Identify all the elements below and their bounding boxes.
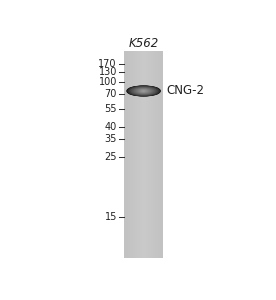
Bar bbox=[148, 51, 150, 258]
Bar bbox=[156, 51, 157, 258]
Text: 130: 130 bbox=[99, 67, 117, 77]
Bar bbox=[160, 51, 161, 258]
Bar bbox=[151, 51, 152, 258]
Bar bbox=[124, 51, 163, 258]
Bar bbox=[158, 51, 159, 258]
Bar bbox=[143, 51, 144, 258]
Ellipse shape bbox=[134, 88, 153, 94]
Ellipse shape bbox=[135, 88, 153, 94]
Text: 100: 100 bbox=[99, 77, 117, 87]
Text: 70: 70 bbox=[105, 89, 117, 99]
Ellipse shape bbox=[141, 90, 146, 92]
Bar bbox=[128, 51, 129, 258]
Ellipse shape bbox=[131, 87, 156, 94]
Bar bbox=[144, 51, 145, 258]
Bar bbox=[145, 51, 147, 258]
Ellipse shape bbox=[139, 90, 148, 92]
Ellipse shape bbox=[131, 87, 156, 95]
Bar bbox=[141, 51, 142, 258]
Ellipse shape bbox=[129, 87, 158, 95]
Bar bbox=[147, 51, 148, 258]
Ellipse shape bbox=[142, 91, 145, 92]
Ellipse shape bbox=[136, 88, 152, 93]
Text: 40: 40 bbox=[105, 122, 117, 132]
Bar bbox=[129, 51, 130, 258]
Ellipse shape bbox=[140, 90, 147, 92]
Bar bbox=[132, 51, 133, 258]
Ellipse shape bbox=[135, 88, 152, 94]
Ellipse shape bbox=[130, 87, 157, 95]
Text: K562: K562 bbox=[128, 37, 159, 50]
Text: 15: 15 bbox=[105, 212, 117, 222]
Ellipse shape bbox=[133, 88, 154, 94]
Bar bbox=[140, 51, 141, 258]
Ellipse shape bbox=[128, 86, 159, 96]
Bar bbox=[159, 51, 160, 258]
Bar bbox=[138, 51, 139, 258]
Bar bbox=[162, 51, 163, 258]
Ellipse shape bbox=[133, 88, 155, 94]
Ellipse shape bbox=[130, 87, 157, 95]
Ellipse shape bbox=[136, 89, 151, 93]
Bar bbox=[125, 51, 126, 258]
Bar bbox=[127, 51, 128, 258]
Bar bbox=[130, 51, 131, 258]
Text: 35: 35 bbox=[105, 134, 117, 144]
Ellipse shape bbox=[138, 89, 149, 93]
Ellipse shape bbox=[134, 88, 153, 94]
Bar bbox=[136, 51, 137, 258]
Ellipse shape bbox=[127, 86, 160, 96]
Bar bbox=[152, 51, 153, 258]
Ellipse shape bbox=[138, 89, 149, 92]
Bar bbox=[157, 51, 158, 258]
Bar bbox=[133, 51, 134, 258]
Ellipse shape bbox=[137, 89, 150, 93]
Bar bbox=[147, 51, 148, 258]
Bar bbox=[131, 51, 132, 258]
Bar bbox=[155, 51, 156, 258]
Ellipse shape bbox=[137, 89, 151, 93]
Ellipse shape bbox=[139, 90, 148, 92]
Bar bbox=[154, 51, 155, 258]
Bar bbox=[126, 51, 128, 258]
Ellipse shape bbox=[129, 87, 158, 95]
Bar bbox=[124, 51, 126, 258]
Bar bbox=[150, 51, 152, 258]
Bar bbox=[135, 51, 136, 258]
Bar bbox=[145, 51, 146, 258]
Ellipse shape bbox=[132, 88, 155, 94]
Bar bbox=[139, 51, 140, 258]
Ellipse shape bbox=[132, 88, 155, 94]
Bar bbox=[161, 51, 162, 258]
Ellipse shape bbox=[137, 89, 150, 93]
Text: 25: 25 bbox=[104, 152, 117, 162]
Text: 55: 55 bbox=[104, 104, 117, 114]
Ellipse shape bbox=[142, 90, 145, 92]
Bar bbox=[153, 51, 154, 258]
Ellipse shape bbox=[141, 90, 147, 92]
Bar bbox=[142, 51, 143, 258]
Bar bbox=[134, 51, 135, 258]
Ellipse shape bbox=[140, 90, 147, 92]
Text: CNG-2: CNG-2 bbox=[166, 85, 204, 98]
Bar bbox=[149, 51, 150, 258]
Text: 170: 170 bbox=[98, 59, 117, 69]
Ellipse shape bbox=[128, 86, 160, 96]
Ellipse shape bbox=[128, 86, 159, 95]
Bar bbox=[137, 51, 138, 258]
